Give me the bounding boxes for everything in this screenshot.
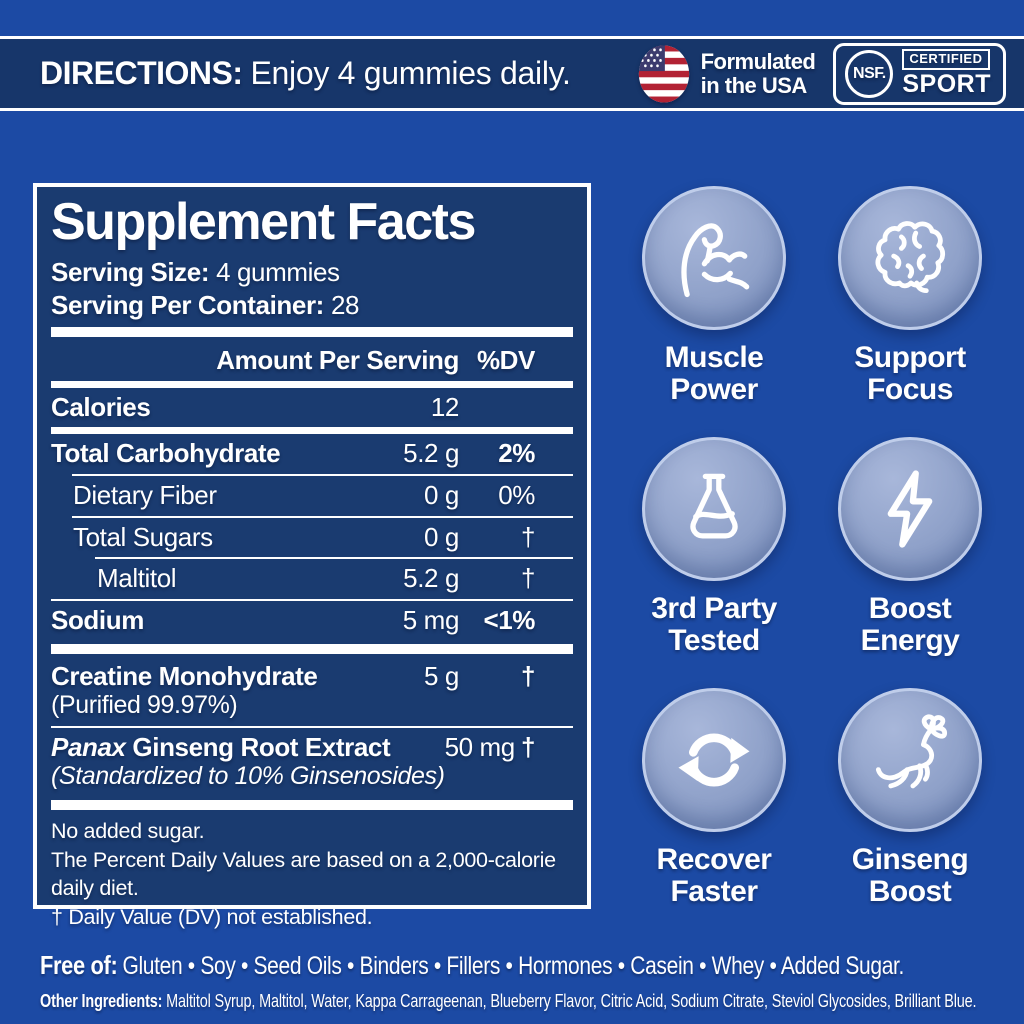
serving-size-label: Serving Size:: [51, 257, 210, 288]
directions-value: Enjoy 4 gummies daily.: [250, 55, 571, 91]
ginseng-icon: [838, 687, 982, 832]
divider: [51, 725, 573, 728]
nutrient-subtext: (Purified 99.97%): [51, 691, 238, 720]
divider: [95, 557, 573, 560]
flask-icon: [642, 436, 786, 581]
serving-size-value: 4 gummies: [216, 257, 340, 288]
servings-per-label: Serving Per Container:: [51, 289, 324, 320]
amount-value: 5 mg: [402, 604, 460, 635]
usa-line2: in the USA: [700, 72, 808, 98]
divider: [51, 799, 573, 810]
table-row: Dietary Fiber 0 g 0%: [51, 478, 573, 514]
footnote: No added sugar.: [51, 818, 205, 843]
amount-value: 12: [430, 391, 460, 422]
dv-value: <1%: [483, 604, 535, 635]
benefit-item: Muscle Power: [642, 186, 786, 407]
amount-value: 5 g: [424, 660, 459, 691]
amount-value: 50 mg: [444, 731, 516, 762]
muscle-icon: [642, 186, 786, 330]
nsf-certified-label: CERTIFIED: [902, 49, 990, 71]
nsf-logo: NSF.: [845, 49, 894, 98]
benefit-label: Muscle Power: [664, 341, 764, 407]
dv-value: †: [520, 660, 535, 691]
divider: [72, 515, 573, 518]
footnote: The Percent Daily Values are based on a …: [51, 847, 556, 901]
nutrient-name: Sodium: [51, 604, 144, 635]
brain-icon: [838, 186, 982, 330]
amount-per-serving-header: Amount Per Serving: [216, 344, 459, 375]
divider: [51, 326, 573, 337]
servings-per-container: Serving Per Container: 28: [51, 289, 573, 322]
nutrient-name: Panax Ginseng Root Extract (Standardized …: [51, 731, 445, 791]
table-header: Amount Per Serving %DV: [51, 342, 573, 379]
directions-label: DIRECTIONS:: [40, 55, 243, 91]
dv-value: 2%: [498, 438, 535, 469]
benefit-item: Ginseng Boost: [838, 687, 982, 909]
dv-value: 0%: [498, 479, 535, 510]
supplement-facts-panel: Supplement Facts Serving Size: 4 gummies …: [33, 183, 591, 929]
usa-line1: Formulated: [700, 48, 816, 74]
table-row: Total Sugars 0 g †: [51, 520, 573, 556]
other-ingredients-line: Other Ingredients: Maltitol Syrup, Maltit…: [40, 990, 977, 1012]
other-ingredients-label: Other Ingredients:: [40, 990, 163, 1011]
table-row: Sodium 5 mg <1%: [51, 603, 573, 639]
bolt-icon: [838, 436, 982, 581]
table-row: Panax Ginseng Root Extract (Standardized …: [51, 730, 573, 795]
benefit-item: Recover Faster: [642, 687, 786, 909]
table-row: Total Carbohydrate 5.2 g 2%: [51, 436, 573, 472]
nutrient-name: Dietary Fiber: [73, 479, 217, 510]
nsf-sport-label: SPORT: [902, 70, 991, 99]
dv-value: †: [520, 563, 535, 594]
nutrient-name: Maltitol: [97, 563, 177, 594]
footnotes: No added sugar. The Percent Daily Values …: [51, 817, 573, 931]
flag-stars: [640, 47, 662, 67]
amount-value: 0 g: [424, 521, 459, 552]
table-row: Creatine Monohydrate (Purified 99.97%) 5 g…: [51, 659, 573, 724]
supplement-facts-title: Supplement Facts: [51, 193, 476, 251]
table-row: Calories 12: [51, 390, 573, 426]
free-of-line: Free of: Gluten • Soy • Seed Oils • Binde…: [40, 950, 904, 981]
footnote: † Daily Value (DV) not established.: [51, 904, 373, 929]
dv-header: %DV: [476, 344, 535, 375]
nutrient-name: Creatine Monohydrate (Purified 99.97%): [51, 660, 318, 720]
benefit-label: Recover Faster: [656, 842, 772, 908]
directions-bar: DIRECTIONS: Enjoy 4 gummies daily.: [0, 36, 1024, 111]
benefit-label: 3rd Party Tested: [651, 591, 777, 658]
divider: [51, 598, 573, 601]
table-row: Maltitol 5.2 g †: [51, 561, 573, 597]
divider: [51, 643, 573, 654]
benefits-grid: Muscle Power Support Focus 3rd Party Tested…: [616, 186, 1008, 908]
other-ingredients-text: Maltitol Syrup, Maltitol, Water, Kappa C…: [166, 990, 977, 1011]
nutrient-name: Total Sugars: [73, 521, 213, 552]
benefit-item: 3rd Party Tested: [642, 436, 786, 658]
amount-value: 0 g: [424, 479, 459, 510]
nutrient-subtext: (Standardized to 10% Ginsenosides): [51, 762, 445, 791]
nutrient-name: Calories: [51, 391, 151, 422]
divider: [51, 380, 573, 388]
benefit-item: Boost Energy: [838, 436, 982, 658]
refresh-icon: [642, 687, 786, 832]
serving-size: Serving Size: 4 gummies: [51, 256, 573, 289]
amount-value: 5.2 g: [403, 563, 459, 594]
divider: [51, 427, 573, 435]
nutrient-name: Total Carbohydrate: [51, 438, 281, 469]
formulated-in-usa-badge: Formulated in the USA: [638, 44, 816, 103]
dv-value: †: [520, 521, 535, 552]
servings-per-value: 28: [330, 289, 360, 320]
nsf-certified-sport-badge: NSF. CERTIFIED SPORT: [833, 42, 1006, 105]
benefit-label: Ginseng Boost: [851, 842, 969, 908]
divider: [72, 473, 573, 476]
dv-value: †: [520, 731, 535, 762]
benefit-label: Support Focus: [854, 341, 966, 407]
benefit-label: Boost Energy: [860, 591, 960, 658]
benefit-item: Support Focus: [838, 186, 982, 407]
free-of-label: Free of:: [40, 950, 118, 980]
usa-flag-icon: [638, 44, 689, 103]
amount-value: 5.2 g: [403, 438, 459, 469]
free-of-text: Gluten • Soy • Seed Oils • Binders • Fil…: [122, 952, 905, 980]
facts-rows: Calories 12 Total Carbohydrate 5.2 g 2% Dieta…: [51, 390, 573, 810]
formulated-in-usa-text: Formulated in the USA: [700, 48, 816, 98]
directions-text: DIRECTIONS: Enjoy 4 gummies daily.: [40, 55, 638, 92]
